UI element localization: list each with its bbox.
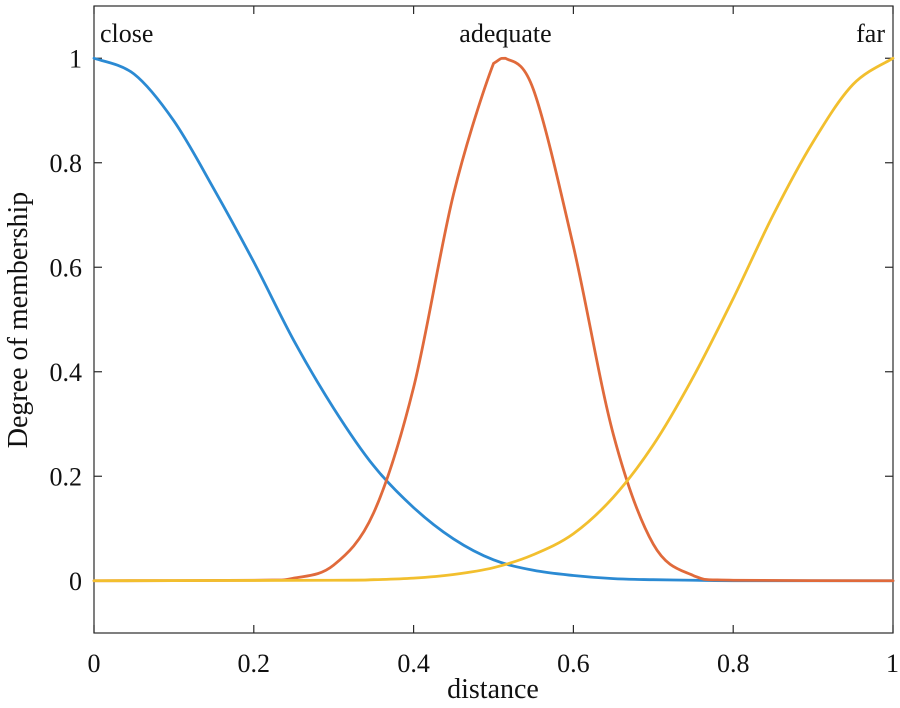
y-axis-title: Degree of membership	[3, 192, 34, 449]
y-tick-label: 0	[69, 567, 82, 596]
series-label-close: close	[100, 19, 153, 48]
x-tick-label: 0.4	[397, 649, 430, 678]
y-tick-label: 0.4	[50, 358, 83, 387]
axes-frame	[93, 5, 894, 634]
y-tick-label: 0.6	[50, 253, 83, 282]
x-tick-label: 1	[886, 649, 899, 678]
x-tick-label: 0.2	[238, 649, 271, 678]
series-labels: close adequate far	[100, 19, 885, 48]
plot-area-border	[93, 5, 894, 634]
x-axis-ticks: 0 0.2 0.4 0.6 0.8 1	[88, 6, 899, 678]
series-line-close	[92, 56, 895, 583]
y-tick-label: 1	[69, 44, 82, 73]
x-axis-title: distance	[447, 674, 539, 703]
y-tick-label: 0.2	[50, 462, 83, 491]
series-label-adequate: adequate	[459, 19, 551, 48]
x-tick-label: 0	[88, 649, 101, 678]
series-line-adequate	[92, 56, 895, 583]
series-label-far: far	[856, 19, 885, 48]
x-tick-label: 0.8	[717, 649, 750, 678]
series-line-far	[92, 56, 895, 583]
series-lines	[92, 56, 895, 583]
x-tick-label: 0.6	[557, 649, 590, 678]
y-tick-label: 0.8	[50, 149, 83, 178]
